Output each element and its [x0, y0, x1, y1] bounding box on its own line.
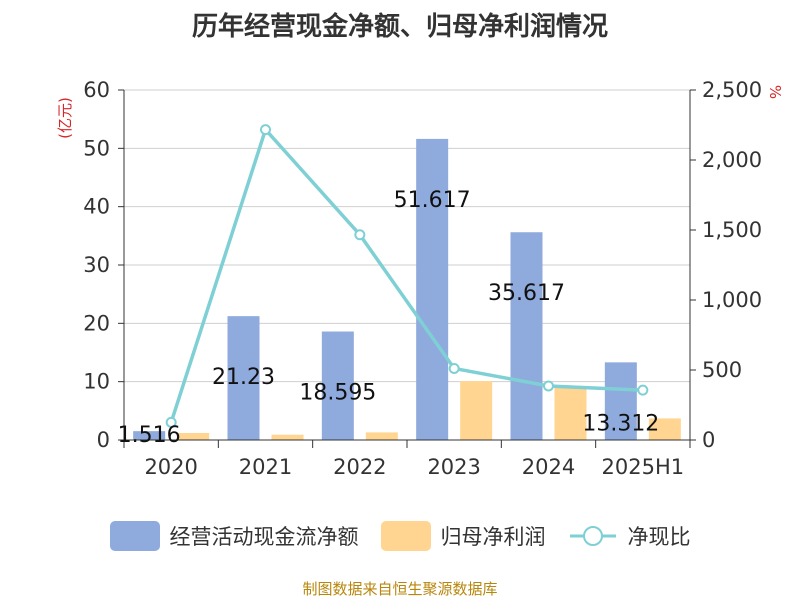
x-axis-tick-label: 2024 [522, 455, 575, 479]
bar-cashflow [321, 331, 354, 440]
legend-line-marker-icon [569, 526, 616, 546]
x-axis-tick-label: 2023 [427, 455, 480, 479]
bars [133, 138, 681, 441]
legend-item-cashflow[interactable]: 经营活动现金流净额 [109, 521, 359, 551]
legend-label-cashflow: 经营活动现金流净额 [169, 525, 359, 549]
ratio-point [637, 384, 649, 396]
x-axis-tick-label: 2022 [333, 455, 386, 479]
ratio-point [543, 380, 554, 392]
ratio-point [165, 416, 177, 428]
x-axis-tick-label: 2025H1 [602, 455, 685, 479]
left-axis-tick-label: 20 [83, 311, 110, 335]
bar-value-label: 35.617 [488, 281, 565, 306]
legend-item-net-profit[interactable]: 归母净利润 [380, 521, 546, 551]
bar-value-label: 51.617 [394, 188, 471, 213]
legend: 经营活动现金流净额 归母净利润 净现比 [0, 518, 800, 554]
right-axis-tick-label: 1,500 [702, 218, 762, 242]
data-labels: 1.516 21.23 18.595 51.617 35.617 13.312 [118, 188, 660, 448]
bar-net-profit [177, 433, 210, 440]
bar-cashflow [416, 138, 449, 441]
bar-value-label: 1.516 [118, 423, 181, 448]
right-axis-tick-label: 0 [702, 428, 715, 452]
legend-label-ratio: 净现比 [627, 525, 691, 549]
x-axis-tick-label: 2021 [239, 455, 292, 479]
left-axis-tick-label: 40 [83, 195, 110, 219]
ratio-line-path [169, 126, 643, 423]
right-axis-unit-label: % [766, 85, 784, 99]
right-axis-tick-label: 1,000 [702, 288, 762, 312]
bar-net-profit [271, 434, 304, 440]
bar-net-profit [365, 432, 398, 440]
bar-value-label: 18.595 [299, 381, 376, 406]
bar-net-profit [648, 418, 681, 440]
bar-cashflow [510, 232, 543, 440]
chart-title: 历年经营现金净额、归母净利润情况 [191, 12, 608, 42]
left-axis-tick-label: 30 [83, 253, 110, 277]
right-axis-tick-label: 2,000 [702, 148, 762, 172]
ratio-point [354, 229, 366, 241]
left-axis-tick-label: 10 [83, 370, 110, 394]
right-axis-tick-label: 500 [702, 358, 742, 382]
bar-net-profit [554, 386, 587, 440]
legend-label-net-profit: 归母净利润 [440, 525, 546, 549]
left-axis-tick-label: 0 [97, 428, 110, 452]
bar-value-label: 21.23 [212, 365, 275, 390]
axes: 0 10 20 30 40 50 60 0 500 1,000 1,500 2,000 2,500 (亿元… [56, 78, 784, 479]
left-axis-tick-label: 50 [83, 136, 110, 160]
bar-cashflow [227, 316, 260, 440]
ratio-point [260, 124, 271, 136]
bar-cashflow [604, 362, 637, 440]
legend-swatch-net-profit [380, 521, 431, 551]
data-source-note: 制图数据来自恒生聚源数据库 [302, 580, 498, 598]
legend-swatch-cashflow [109, 521, 160, 551]
bar-net-profit [460, 381, 493, 440]
left-axis-unit-label: (亿元) [56, 97, 74, 139]
ratio-line [165, 124, 649, 428]
right-axis-tick-label: 2,500 [702, 78, 762, 102]
ratio-point [448, 362, 460, 374]
grid-lines [124, 89, 690, 383]
left-axis-tick-label: 60 [83, 78, 110, 102]
bar-value-label: 13.312 [582, 411, 659, 436]
x-axis-tick-label: 2020 [144, 455, 197, 479]
bar-cashflow [133, 431, 166, 440]
legend-item-ratio[interactable]: 净现比 [568, 521, 691, 551]
